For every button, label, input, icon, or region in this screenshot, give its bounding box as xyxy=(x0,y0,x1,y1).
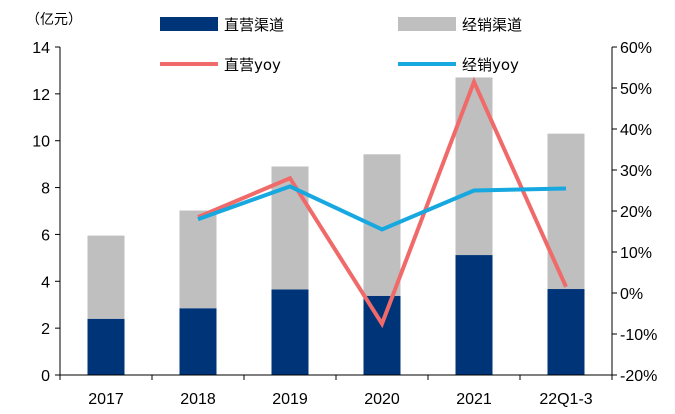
left-tick-label: 2 xyxy=(41,321,50,338)
left-tick-label: 12 xyxy=(32,87,50,104)
line-distribution-yoy xyxy=(197,184,567,232)
bar-direct-2019 xyxy=(271,289,309,375)
lines-layer xyxy=(197,76,568,329)
legend-distribution-swatch xyxy=(398,17,456,31)
right-tick-label: 20% xyxy=(620,204,652,221)
right-tick-label: 50% xyxy=(620,81,652,98)
left-tick-label: 4 xyxy=(41,274,50,291)
legend-distribution-label: 经销渠道 xyxy=(462,16,522,34)
bars-layer xyxy=(87,77,585,375)
axes-layer: 0 2 4 6 8 10 12 14 -20% -10% 0% 10% 20% 30% 40% 50% 60% 2… xyxy=(32,40,657,408)
x-tick-label: 2019 xyxy=(272,391,308,408)
right-tick-label: -10% xyxy=(620,327,657,344)
x-tick-label: 2020 xyxy=(364,391,400,408)
right-tick-label: 10% xyxy=(620,245,652,262)
left-tick-label: 10 xyxy=(32,134,50,151)
bar-direct-22Q1-3 xyxy=(547,289,585,375)
bar-distribution-2021 xyxy=(455,77,493,256)
left-tick-label: 0 xyxy=(41,368,50,385)
legend-direct-label: 直营渠道 xyxy=(224,16,284,34)
right-tick-label: -20% xyxy=(620,368,657,385)
bar-direct-2018 xyxy=(179,308,217,375)
legend-direct-yoy-label: 直营yoy xyxy=(224,56,281,74)
line-direct-yoy xyxy=(197,76,568,329)
left-tick-label: 14 xyxy=(32,40,50,57)
legend-distribution-yoy-label: 经销yoy xyxy=(462,56,519,74)
unit-label: （亿元） xyxy=(26,12,82,28)
bar-direct-2021 xyxy=(455,255,493,375)
left-tick-label: 8 xyxy=(41,181,50,198)
legend-direct-swatch xyxy=(160,17,218,31)
x-tick-label: 2018 xyxy=(180,391,216,408)
x-tick-label: 2017 xyxy=(88,391,124,408)
right-tick-label: 0% xyxy=(620,286,643,303)
left-tick-label: 6 xyxy=(41,227,50,244)
right-tick-label: 60% xyxy=(620,40,652,57)
bar-distribution-2018 xyxy=(179,210,217,309)
bar-direct-2020 xyxy=(363,295,401,375)
x-tick-label: 22Q1-3 xyxy=(539,391,592,408)
bar-distribution-22Q1-3 xyxy=(547,133,585,290)
bar-distribution-2017 xyxy=(87,235,125,319)
right-tick-label: 40% xyxy=(620,122,652,139)
right-tick-label: 30% xyxy=(620,163,652,180)
bar-direct-2017 xyxy=(87,318,125,375)
x-tick-label: 2021 xyxy=(456,391,492,408)
